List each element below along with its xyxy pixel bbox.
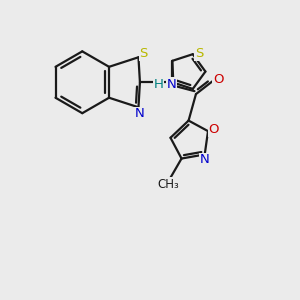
Text: CH₃: CH₃	[157, 178, 179, 190]
Text: N: N	[200, 153, 210, 166]
Text: N: N	[135, 107, 145, 120]
Text: H: H	[154, 78, 164, 91]
Text: S: S	[195, 47, 203, 60]
Text: O: O	[208, 123, 219, 136]
Text: S: S	[140, 47, 148, 60]
Text: N: N	[167, 78, 176, 91]
Text: O: O	[213, 73, 224, 86]
